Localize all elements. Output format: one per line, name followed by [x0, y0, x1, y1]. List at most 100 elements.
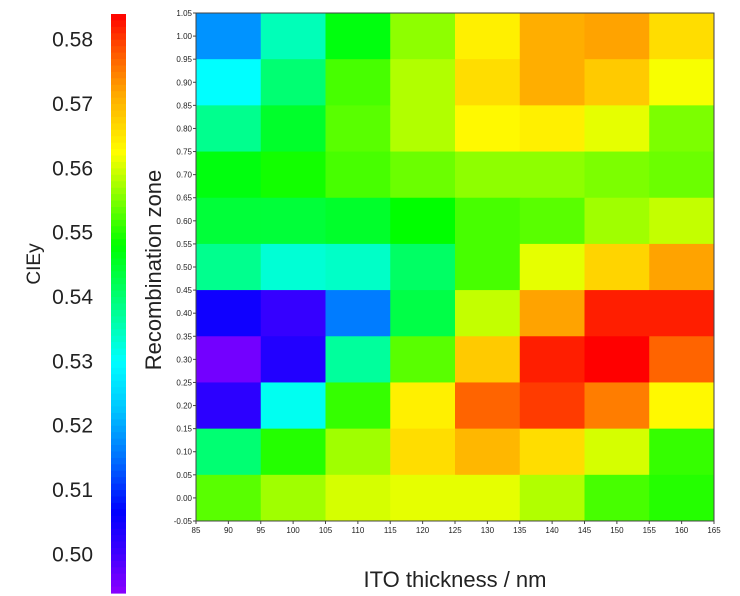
colorbar-title: CIEy [24, 243, 45, 285]
colorbar-segment [111, 142, 126, 150]
heatmap-cell [455, 290, 521, 337]
x-tick-label: 115 [384, 526, 397, 535]
y-tick-label: 0.70 [176, 171, 192, 180]
colorbar-segment [111, 477, 126, 485]
colorbar-segment [111, 284, 126, 292]
y-tick-label: 0.20 [176, 402, 192, 411]
colorbar-segment [111, 168, 126, 176]
y-tick-label: 0.15 [176, 425, 192, 434]
colorbar-segment [111, 580, 126, 588]
colorbar-tick-label: 0.51 [52, 479, 93, 502]
heatmap-cell [260, 336, 326, 383]
colorbar-tick-label: 0.55 [52, 222, 93, 245]
colorbar-segment [111, 451, 126, 459]
colorbar-segment [111, 200, 126, 208]
y-tick-label: 0.90 [176, 78, 192, 87]
heatmap-cell [455, 474, 521, 522]
colorbar-segment [111, 110, 126, 118]
y-tick-label: 0.40 [176, 309, 192, 318]
x-axis-ticks: 85 90 95 100 105 110 115 120 125 130 135 140 145 150 1… [192, 521, 721, 535]
heatmap-cell [260, 428, 326, 476]
colorbar-segment [111, 329, 126, 337]
colorbar-tick-label: 0.53 [52, 350, 93, 373]
y-tick-label: 1.05 [176, 9, 192, 18]
colorbar-segment [111, 387, 126, 395]
y-tick-label: 0.10 [176, 448, 192, 457]
heatmap-cell [325, 336, 391, 383]
colorbar-segment [111, 239, 126, 247]
heatmap-cell [584, 197, 650, 245]
heatmap-cell [584, 290, 650, 337]
heatmap-cell [455, 382, 521, 430]
colorbar-segment [111, 161, 126, 169]
heatmap-cell [649, 474, 715, 522]
heatmap-cell [325, 197, 391, 245]
heatmap-cell [196, 428, 262, 476]
heatmap-cell [325, 151, 391, 199]
x-tick-label: 85 [192, 526, 201, 535]
heatmap-cell [584, 13, 650, 60]
colorbar-segment [111, 232, 126, 240]
heatmap-cell [325, 105, 391, 153]
heatmap-cell [390, 474, 456, 522]
heatmap-cell [455, 59, 521, 106]
heatmap-cell [390, 243, 456, 291]
heatmap-cell [390, 428, 456, 476]
colorbar-segment [111, 91, 126, 99]
colorbar-segment [111, 155, 126, 163]
heatmap-cell [325, 290, 391, 337]
heatmap-cell [649, 382, 715, 430]
x-tick-label: 120 [416, 526, 430, 535]
colorbar-segment [111, 52, 126, 60]
heatmap-cell [325, 474, 391, 522]
colorbar-segment [111, 412, 126, 420]
colorbar-segment [111, 136, 126, 144]
heatmap-cell [196, 197, 262, 245]
heatmap-cell [196, 105, 262, 153]
x-tick-label: 155 [643, 526, 657, 535]
y-tick-label: 0.85 [176, 101, 192, 110]
heatmap-cell [390, 197, 456, 245]
colorbar-segment [111, 586, 126, 594]
heatmap-cell [519, 151, 585, 199]
colorbar-segment [111, 14, 126, 22]
colorbar-segment [111, 46, 126, 54]
colorbar-tick-label: 0.57 [52, 93, 93, 116]
colorbar-segment [111, 322, 126, 330]
colorbar-tick-label: 0.56 [52, 157, 93, 180]
heatmap-cell [390, 151, 456, 199]
colorbar-segment [111, 20, 126, 28]
heatmap-cell [455, 336, 521, 383]
colorbar-segment [111, 573, 126, 581]
colorbar-segment [111, 400, 126, 408]
heatmap-cell [390, 105, 456, 153]
colorbar-segment [111, 541, 126, 549]
colorbar-segment [111, 419, 126, 427]
colorbar-segment [111, 226, 126, 234]
colorbar-segment [111, 97, 126, 105]
heatmap-cell [649, 151, 715, 199]
colorbar-segment [111, 457, 126, 465]
heatmap-cell [649, 336, 715, 383]
x-tick-label: 140 [545, 526, 559, 535]
heatmap-cell [519, 428, 585, 476]
colorbar-segment [111, 445, 126, 453]
heatmap-cell [584, 59, 650, 106]
colorbar-segment [111, 342, 126, 350]
colorbar-segment [111, 33, 126, 41]
colorbar-segment [111, 129, 126, 137]
colorbar-segment [111, 290, 126, 298]
colorbar-segment [111, 149, 126, 157]
y-axis-title: Recombination zone [141, 170, 166, 371]
colorbar-segment [111, 490, 126, 498]
colorbar-segment [111, 406, 126, 414]
y-tick-label: -0.05 [174, 517, 193, 526]
colorbar-segment [111, 354, 126, 362]
heatmap-cell [260, 290, 326, 337]
x-tick-label: 90 [224, 526, 233, 535]
heatmap-cell [390, 59, 456, 106]
colorbar-segment [111, 187, 126, 195]
heatmap-cell [390, 13, 456, 60]
heatmap-cell [519, 59, 585, 106]
heatmap-cell [519, 336, 585, 383]
